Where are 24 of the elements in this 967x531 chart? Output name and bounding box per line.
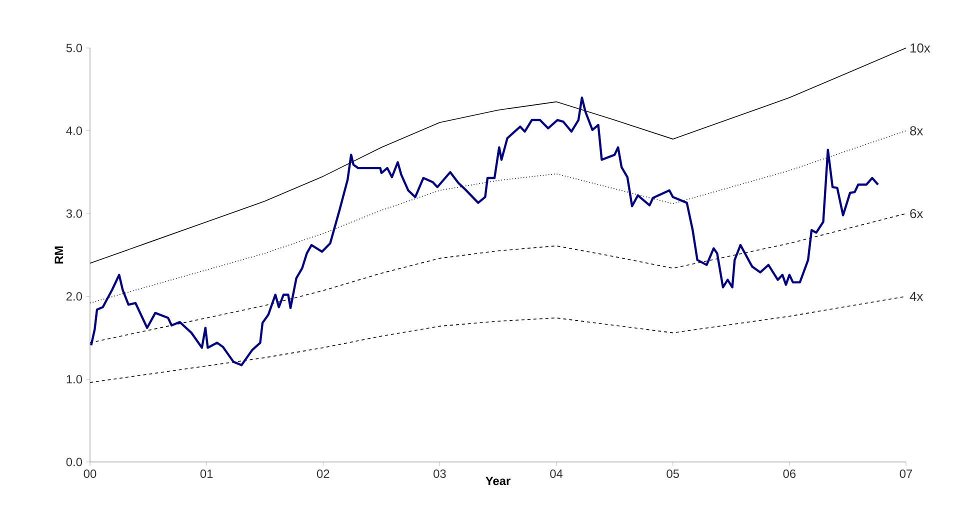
line-series — [90, 48, 906, 264]
y-tick-label: 2.0 — [66, 292, 82, 301]
y-tick-label: 3.0 — [66, 209, 82, 218]
x-tick-label: 05 — [666, 470, 679, 478]
y-axis-title: RM — [54, 246, 64, 264]
y-tick-label: 5.0 — [66, 44, 82, 52]
y-tick-label: 4.0 — [66, 126, 82, 136]
x-tick-label: 03 — [434, 470, 446, 478]
x-tick-label: 06 — [783, 470, 796, 478]
series-label: 8x — [910, 126, 924, 136]
y-tick-label: 1.0 — [66, 374, 82, 384]
series-label: 10x — [910, 43, 930, 53]
line-series — [90, 130, 906, 304]
series-label: 6x — [910, 208, 924, 218]
line-series — [90, 96, 880, 366]
x-tick-label: 02 — [316, 470, 330, 478]
x-tick-label: 00 — [84, 470, 96, 478]
x-tick-label: 01 — [200, 470, 213, 478]
line-series — [90, 213, 906, 344]
x-axis-title: Year — [486, 476, 510, 486]
y-tick-label: 0.0 — [66, 458, 82, 466]
x-tick-label: 07 — [900, 470, 912, 478]
series-label: 4x — [910, 292, 924, 301]
x-tick-label: 04 — [550, 470, 563, 478]
